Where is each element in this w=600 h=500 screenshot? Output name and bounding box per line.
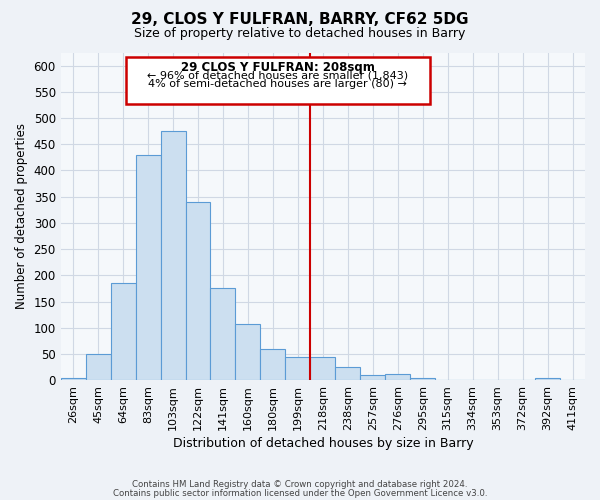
- Bar: [286, 356, 310, 380]
- Text: 29, CLOS Y FULFRAN, BARRY, CF62 5DG: 29, CLOS Y FULFRAN, BARRY, CF62 5DG: [131, 12, 469, 28]
- Bar: [235, 324, 260, 380]
- Bar: [260, 348, 286, 380]
- Text: 29 CLOS Y FULFRAN: 208sqm: 29 CLOS Y FULFRAN: 208sqm: [181, 62, 375, 74]
- Text: ← 96% of detached houses are smaller (1,843): ← 96% of detached houses are smaller (1,…: [148, 70, 409, 81]
- Y-axis label: Number of detached properties: Number of detached properties: [15, 124, 28, 310]
- Bar: [110, 283, 136, 380]
- X-axis label: Distribution of detached houses by size in Barry: Distribution of detached houses by size …: [173, 437, 473, 450]
- Bar: [161, 131, 185, 380]
- Text: Size of property relative to detached houses in Barry: Size of property relative to detached ho…: [134, 28, 466, 40]
- Bar: [86, 354, 110, 380]
- Bar: [185, 202, 211, 380]
- Bar: [136, 154, 161, 380]
- Bar: [535, 378, 560, 380]
- Bar: [211, 288, 235, 380]
- Bar: [385, 374, 410, 380]
- Text: Contains public sector information licensed under the Open Government Licence v3: Contains public sector information licen…: [113, 488, 487, 498]
- Text: 4% of semi-detached houses are larger (80) →: 4% of semi-detached houses are larger (8…: [148, 78, 407, 88]
- Bar: [61, 378, 86, 380]
- Bar: [310, 356, 335, 380]
- Bar: [360, 375, 385, 380]
- Bar: [410, 378, 435, 380]
- Text: Contains HM Land Registry data © Crown copyright and database right 2024.: Contains HM Land Registry data © Crown c…: [132, 480, 468, 489]
- Bar: [335, 367, 360, 380]
- FancyBboxPatch shape: [125, 56, 430, 104]
